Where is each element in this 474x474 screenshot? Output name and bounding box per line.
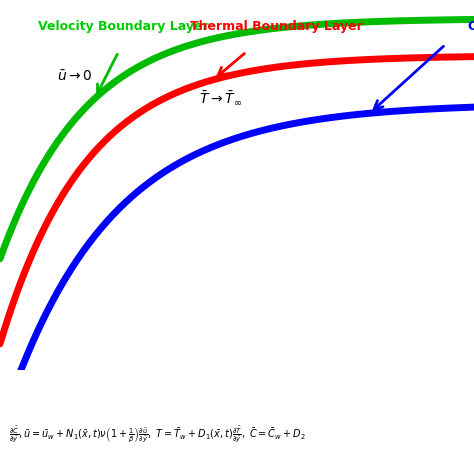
Text: C: C (467, 19, 474, 33)
Text: Velocity Boundary Layer: Velocity Boundary Layer (38, 19, 209, 33)
Text: $\bar{T} \rightarrow \bar{T}_{\infty}$: $\bar{T} \rightarrow \bar{T}_{\infty}$ (199, 90, 242, 107)
Text: $\frac{\partial \bar{C}}{\partial \bar{y}}, \bar{u} = \bar{u}_w + N_1(\bar{x},t): $\frac{\partial \bar{C}}{\partial \bar{y… (9, 425, 306, 445)
Text: Thermal Boundary Layer: Thermal Boundary Layer (190, 19, 362, 33)
Text: $\bar{u} \rightarrow 0$: $\bar{u} \rightarrow 0$ (57, 70, 92, 84)
